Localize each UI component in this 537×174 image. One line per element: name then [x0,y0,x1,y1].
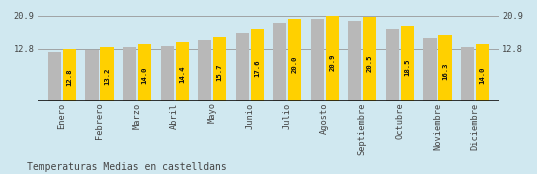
Bar [326,16,339,101]
Bar [311,19,324,101]
Bar [63,49,76,101]
Text: 17.6: 17.6 [254,60,260,77]
Text: 18.5: 18.5 [404,58,410,76]
Bar [423,38,437,101]
Bar [401,26,414,101]
Bar [273,23,286,101]
Bar [461,47,474,101]
Text: 15.7: 15.7 [217,63,223,81]
Bar [123,47,136,101]
Bar [476,44,489,101]
Bar [85,50,99,101]
Bar [176,42,188,101]
Text: 14.0: 14.0 [142,66,148,84]
Bar [364,17,376,101]
Bar [138,44,151,101]
Text: 20.9: 20.9 [329,54,335,71]
Bar [100,47,114,101]
Text: Temperaturas Medias en castelldans: Temperaturas Medias en castelldans [27,162,227,172]
Bar [161,46,173,101]
Bar [251,29,264,101]
Bar [386,29,399,101]
Text: 12.8: 12.8 [67,69,72,86]
Text: 20.5: 20.5 [367,55,373,72]
Bar [288,19,301,101]
Bar [236,33,249,101]
Text: 13.2: 13.2 [104,68,110,85]
Text: 20.0: 20.0 [292,56,298,73]
Text: 14.4: 14.4 [179,66,185,83]
Bar [48,52,61,101]
Text: 16.3: 16.3 [442,62,448,80]
Bar [213,37,226,101]
Text: 14.0: 14.0 [480,66,485,84]
Bar [438,35,452,101]
Bar [349,21,361,101]
Bar [198,40,211,101]
